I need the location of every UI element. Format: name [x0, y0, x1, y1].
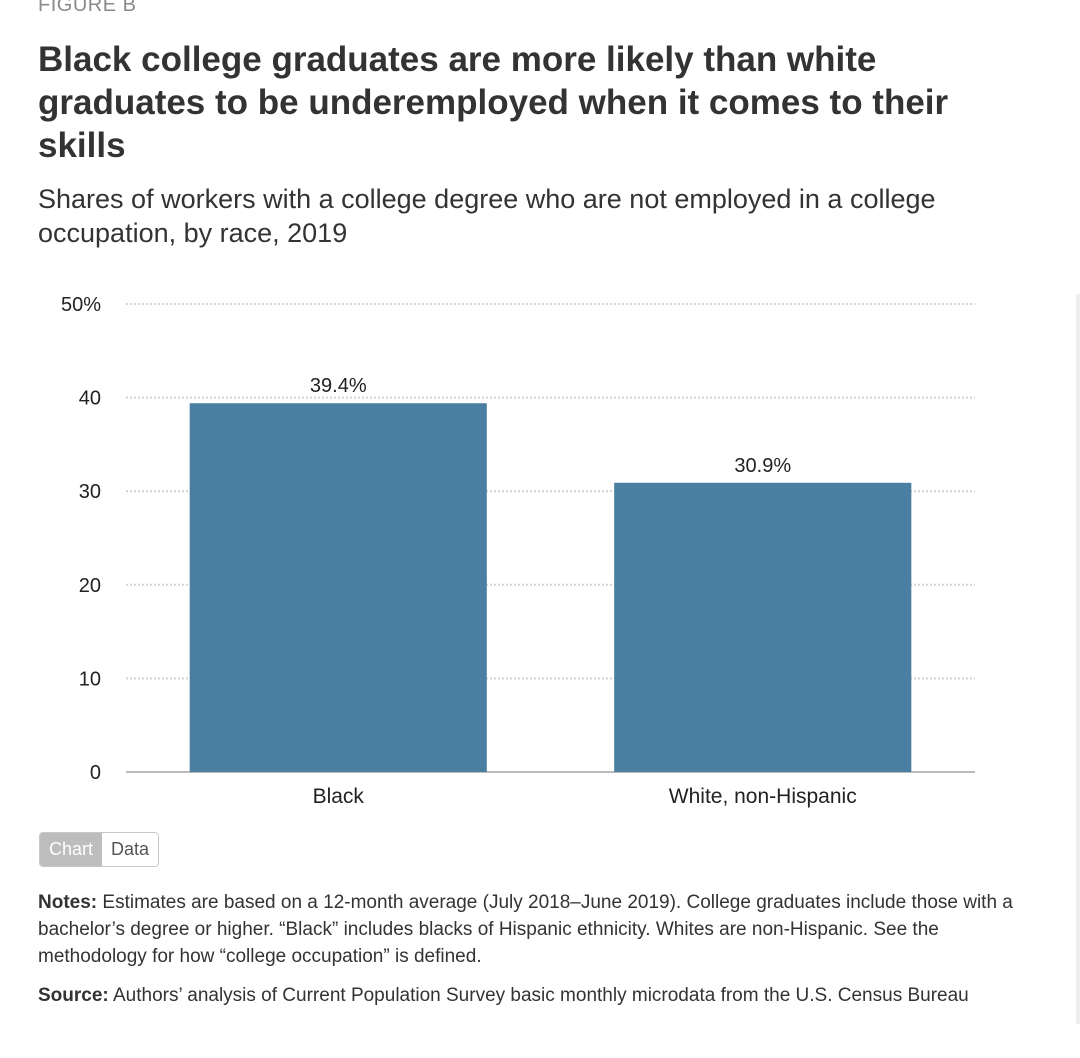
- chart-notes: Notes: Estimates are based on a 12-month…: [38, 889, 1038, 970]
- x-tick-label: White, non-Hispanic: [669, 785, 857, 808]
- chart-source: Source: Authors’ analysis of Current Pop…: [38, 982, 1038, 1009]
- y-axis-ticks: 0 10 20 30 40 50%: [61, 294, 101, 784]
- bars: [189, 403, 912, 772]
- bar-chart: 0 10 20 30 40 50% 39.4% 30.9% Black White, non-…: [61, 294, 975, 808]
- x-axis-ticks: Black White, non-Hispanic: [313, 785, 857, 808]
- data-label: 39.4%: [310, 375, 367, 397]
- chart-title: Black college graduates are more likely …: [38, 40, 949, 165]
- figure-label: FIGURE B: [38, 0, 137, 16]
- chart-data-toggle: Chart Data: [39, 832, 160, 867]
- notes-text: Estimates are based on a 12-month averag…: [38, 892, 1013, 967]
- chart-subtitle: Shares of workers with a college degree …: [38, 184, 936, 248]
- data-labels: 39.4% 30.9%: [310, 375, 791, 477]
- y-tick-label: 50%: [61, 294, 101, 316]
- data-label: 30.9%: [734, 455, 791, 477]
- scrollbar-track[interactable]: [1076, 294, 1080, 1024]
- data-tab-button[interactable]: Data: [102, 833, 159, 866]
- x-tick-label: Black: [313, 785, 365, 808]
- source-lead: Source:: [38, 985, 109, 1006]
- y-tick-label: 30: [79, 481, 101, 503]
- chart-tab-button[interactable]: Chart: [40, 833, 103, 866]
- y-tick-label: 40: [79, 388, 101, 410]
- bar: [189, 403, 487, 772]
- y-tick-label: 10: [79, 668, 101, 690]
- y-tick-label: 20: [79, 575, 101, 597]
- notes-lead: Notes:: [38, 892, 98, 913]
- y-tick-label: 0: [90, 762, 101, 784]
- bar: [614, 482, 912, 772]
- source-text: Authors’ analysis of Current Population …: [112, 985, 969, 1006]
